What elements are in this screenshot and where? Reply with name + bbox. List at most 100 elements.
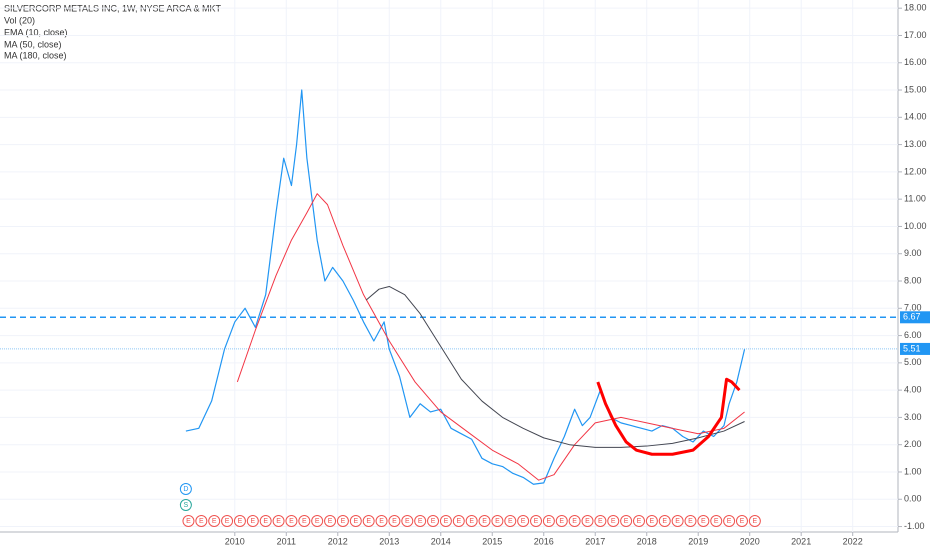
earnings-marker-label: E [212, 518, 217, 525]
earnings-marker [221, 515, 234, 527]
event-marker [179, 499, 192, 511]
earnings-marker-label: E [199, 518, 204, 525]
x-tick-label: 2010 [225, 536, 245, 546]
x-tick-label: 2022 [843, 536, 863, 546]
y-tick-label: 8.00 [904, 275, 922, 285]
earnings-marker-label: E [688, 518, 693, 525]
earnings-marker [388, 515, 401, 527]
earnings-marker [465, 515, 478, 527]
earnings-marker [723, 515, 736, 527]
earnings-marker-label: E [585, 518, 590, 525]
drawing-path [596, 377, 741, 456]
earnings-marker [349, 515, 362, 527]
y-tick-label: 12.00 [904, 166, 927, 176]
y-tick-label: 4.00 [904, 385, 922, 395]
y-tick-label: 3.00 [904, 412, 922, 422]
earnings-marker-label: E [353, 518, 358, 525]
earnings-marker [504, 515, 517, 527]
event-marker [179, 483, 192, 495]
earnings-marker [414, 515, 427, 527]
earnings-marker [324, 515, 337, 527]
x-tick-label: 2015 [482, 536, 502, 546]
earnings-marker-label: E [379, 518, 384, 525]
earnings-marker-label: E [418, 518, 423, 525]
x-tick-label: 2013 [379, 536, 399, 546]
earnings-marker [478, 515, 491, 527]
earnings-marker [581, 515, 594, 527]
earnings-marker [735, 515, 748, 527]
x-tick-label: 2020 [740, 536, 760, 546]
y-tick-label: 16.00 [904, 57, 927, 67]
earnings-marker [620, 515, 633, 527]
earnings-marker-label: E [276, 518, 281, 525]
earnings-marker [517, 515, 530, 527]
earnings-marker [658, 515, 671, 527]
earnings-marker [311, 515, 324, 527]
indicator-legend: Vol (20) [4, 15, 35, 25]
y-tick-label: -1.00 [904, 521, 925, 531]
earnings-marker [427, 515, 440, 527]
earnings-marker-label: E [547, 518, 552, 525]
earnings-marker-label: E [469, 518, 474, 525]
earnings-marker [246, 515, 259, 527]
earnings-marker-label: E [701, 518, 706, 525]
earnings-marker-label: E [521, 518, 526, 525]
earnings-marker [452, 515, 465, 527]
indicator-legend: MA (50, close) [4, 39, 62, 49]
earnings-marker-label: E [289, 518, 294, 525]
earnings-marker-label: E [238, 518, 243, 525]
earnings-marker-label: E [328, 518, 333, 525]
earnings-marker-label: E [714, 518, 719, 525]
earnings-marker-label: E [444, 518, 449, 525]
x-tick-label: 2012 [328, 536, 348, 546]
y-tick-label: 10.00 [904, 221, 927, 231]
x-tick-label: 2021 [791, 536, 811, 546]
earnings-marker [439, 515, 452, 527]
x-tick-label: 2014 [431, 536, 451, 546]
earnings-marker [748, 515, 761, 527]
earnings-marker-label: E [225, 518, 230, 525]
earnings-marker-label: E [740, 518, 745, 525]
event-marker-label: S [184, 502, 189, 509]
earnings-marker-label: E [482, 518, 487, 525]
price-label: 5.51 [903, 343, 921, 353]
earnings-marker [298, 515, 311, 527]
x-tick-label: 2018 [637, 536, 657, 546]
earnings-marker-label: E [431, 518, 436, 525]
y-tick-label: 1.00 [904, 466, 922, 476]
earnings-marker-label: E [315, 518, 320, 525]
x-tick-label: 2016 [534, 536, 554, 546]
earnings-marker [182, 515, 195, 527]
earnings-marker [375, 515, 388, 527]
earnings-marker-label: E [405, 518, 410, 525]
y-tick-label: 11.00 [904, 194, 926, 204]
earnings-marker [697, 515, 710, 527]
earnings-marker-label: E [250, 518, 255, 525]
y-tick-label: 17.00 [904, 30, 927, 40]
earnings-marker-label: E [366, 518, 371, 525]
earnings-marker [259, 515, 272, 527]
earnings-marker-label: E [186, 518, 191, 525]
earnings-marker-label: E [637, 518, 642, 525]
earnings-marker [542, 515, 555, 527]
earnings-marker [633, 515, 646, 527]
earnings-marker [555, 515, 568, 527]
earnings-marker-label: E [559, 518, 564, 525]
earnings-marker [195, 515, 208, 527]
y-tick-label: 6.00 [904, 330, 922, 340]
earnings-marker-label: E [675, 518, 680, 525]
x-tick-label: 2017 [585, 536, 605, 546]
earnings-marker [491, 515, 504, 527]
series-line [365, 285, 745, 448]
earnings-marker-label: E [753, 518, 758, 525]
earnings-marker-label: E [598, 518, 603, 525]
x-tick-label: 2011 [277, 536, 296, 546]
earnings-marker [530, 515, 543, 527]
y-tick-label: 2.00 [904, 439, 922, 449]
y-tick-label: 15.00 [904, 84, 927, 94]
price-label: 6.67 [903, 312, 921, 322]
indicator-legend: MA (180, close) [4, 50, 67, 60]
earnings-marker-label: E [263, 518, 268, 525]
